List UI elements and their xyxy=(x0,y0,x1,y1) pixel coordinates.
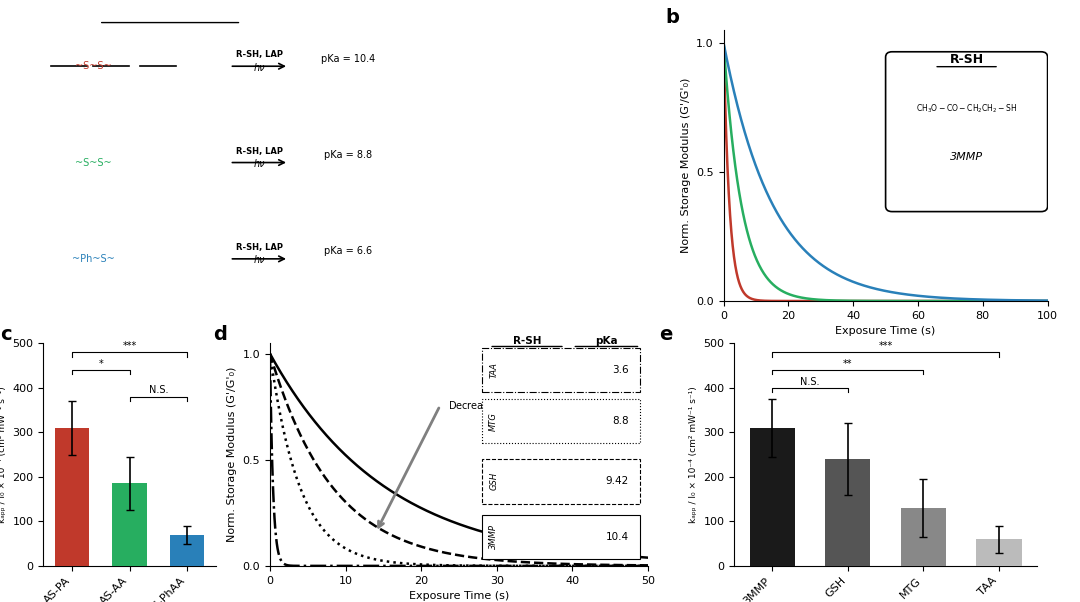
Text: 8.8: 8.8 xyxy=(612,416,629,426)
Text: d: d xyxy=(214,325,227,344)
FancyBboxPatch shape xyxy=(482,515,640,559)
Text: GSH: GSH xyxy=(489,472,498,490)
Text: 3.6: 3.6 xyxy=(612,365,629,375)
Text: 3MMP: 3MMP xyxy=(489,524,498,550)
Text: AS-PA: AS-PA xyxy=(0,47,3,79)
Y-axis label: kₐₚₚ / I₀ × 10⁻⁴ (cm² mW⁻¹ s⁻¹): kₐₚₚ / I₀ × 10⁻⁴ (cm² mW⁻¹ s⁻¹) xyxy=(689,386,698,523)
Bar xyxy=(170,535,204,566)
Text: ~S~S~: ~S~S~ xyxy=(75,61,111,71)
Text: hν: hν xyxy=(254,63,265,73)
Text: AS-PhAA: AS-PhAA xyxy=(0,238,3,286)
Text: TAA: TAA xyxy=(489,362,498,378)
Y-axis label: Norm. Storage Modulus (G'/G'₀): Norm. Storage Modulus (G'/G'₀) xyxy=(680,78,691,253)
Text: N.S.: N.S. xyxy=(149,385,168,396)
Bar xyxy=(55,428,90,566)
FancyBboxPatch shape xyxy=(482,347,640,392)
X-axis label: Exposure Time (s): Exposure Time (s) xyxy=(836,326,935,337)
Text: MTG: MTG xyxy=(489,412,498,430)
Bar xyxy=(112,483,147,566)
Y-axis label: Norm. Storage Modulus (G'/G'₀): Norm. Storage Modulus (G'/G'₀) xyxy=(227,367,238,542)
Text: pKa = 10.4: pKa = 10.4 xyxy=(321,54,376,64)
FancyBboxPatch shape xyxy=(482,399,640,443)
Text: 10.4: 10.4 xyxy=(606,532,629,542)
Text: *: * xyxy=(98,359,104,369)
Text: R-SH: R-SH xyxy=(949,52,984,66)
Text: pKa = 8.8: pKa = 8.8 xyxy=(324,150,373,160)
Text: ~S~S~: ~S~S~ xyxy=(75,158,111,167)
Text: 9.42: 9.42 xyxy=(606,476,629,486)
Text: Decreasing thiol pK$_a$: Decreasing thiol pK$_a$ xyxy=(447,399,549,412)
Bar xyxy=(976,539,1022,566)
FancyBboxPatch shape xyxy=(482,459,640,503)
Text: R-SH, LAP: R-SH, LAP xyxy=(235,50,283,59)
Text: b: b xyxy=(665,8,679,28)
Y-axis label: kₐₚₚ / I₀ × 10⁻⁴ (cm² mW⁻¹ s⁻¹): kₐₚₚ / I₀ × 10⁻⁴ (cm² mW⁻¹ s⁻¹) xyxy=(0,386,6,523)
Bar xyxy=(750,428,795,566)
Text: pKa: pKa xyxy=(595,337,618,346)
Text: 3MMP: 3MMP xyxy=(950,152,983,162)
Text: ***: *** xyxy=(122,341,137,351)
Text: AS-AA: AS-AA xyxy=(0,146,3,179)
Text: c: c xyxy=(0,325,12,344)
Text: $\mathregular{CH_3O-CO-CH_2CH_2-SH}$: $\mathregular{CH_3O-CO-CH_2CH_2-SH}$ xyxy=(916,102,1017,115)
Text: e: e xyxy=(659,325,672,344)
Text: **: ** xyxy=(843,359,852,369)
Text: R-SH: R-SH xyxy=(513,337,541,346)
Text: R-SH, LAP: R-SH, LAP xyxy=(235,243,283,252)
FancyBboxPatch shape xyxy=(886,52,1048,212)
Text: N.S.: N.S. xyxy=(800,377,820,386)
Bar xyxy=(825,459,870,566)
Text: R-SH, LAP: R-SH, LAP xyxy=(235,146,283,155)
X-axis label: Exposure Time (s): Exposure Time (s) xyxy=(409,591,509,601)
Text: ~Ph~S~: ~Ph~S~ xyxy=(71,254,114,264)
Bar xyxy=(901,508,946,566)
Text: hν: hν xyxy=(254,255,265,265)
Text: hν: hν xyxy=(254,159,265,169)
Text: pKa = 6.6: pKa = 6.6 xyxy=(324,246,373,256)
Text: ***: *** xyxy=(878,341,893,351)
